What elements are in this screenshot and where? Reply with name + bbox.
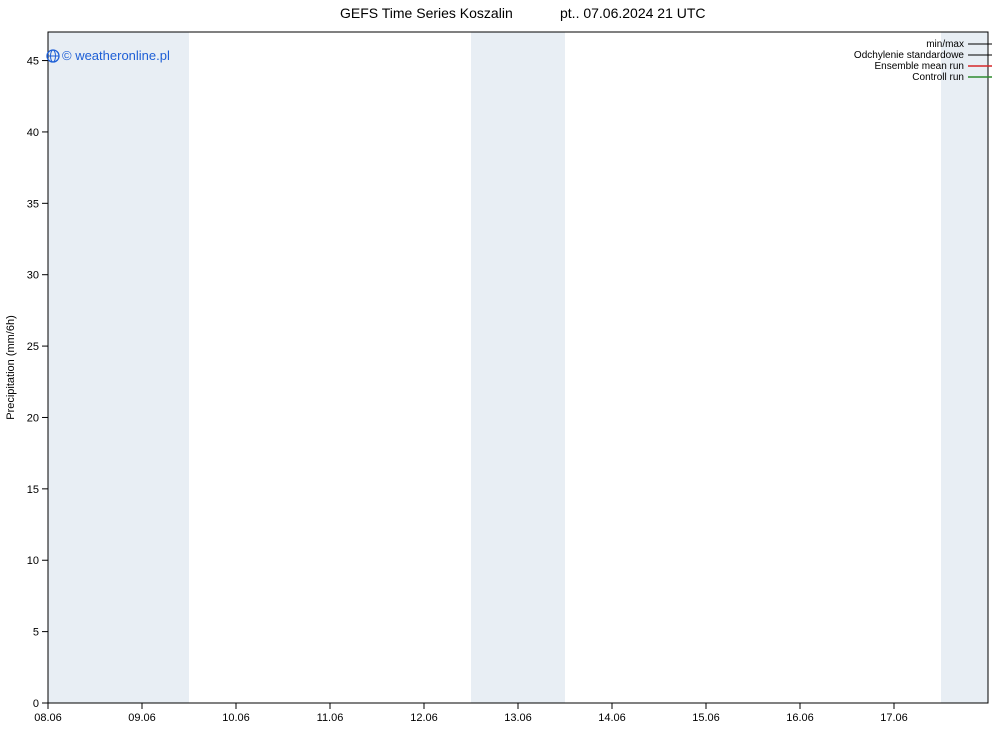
precipitation-chart: 0 5 10 15 20 25 30 35 40 45 08.06 09.06 10.06 11.06 12… bbox=[0, 0, 1000, 733]
watermark-text: © weatheronline.pl bbox=[62, 48, 170, 63]
legend-label: Controll run bbox=[912, 72, 964, 83]
chart-container: 0 5 10 15 20 25 30 35 40 45 08.06 09.06 10.06 11.06 12… bbox=[0, 0, 1000, 733]
x-tick-label: 13.06 bbox=[504, 712, 532, 724]
x-tick-label: 09.06 bbox=[128, 712, 156, 724]
x-tick-label: 16.06 bbox=[786, 712, 814, 724]
chart-title-left: GEFS Time Series Koszalin bbox=[340, 5, 513, 21]
legend-label: min/max bbox=[926, 39, 964, 50]
chart-title-right: pt.. 07.06.2024 21 UTC bbox=[560, 5, 706, 21]
y-tick-label: 25 bbox=[27, 341, 39, 353]
y-tick-label: 35 bbox=[27, 198, 39, 210]
shaded-band bbox=[471, 32, 565, 703]
y-tick-label: 15 bbox=[27, 484, 39, 496]
x-tick-label: 10.06 bbox=[222, 712, 250, 724]
y-tick-label: 45 bbox=[27, 56, 39, 68]
y-tick-label: 10 bbox=[27, 555, 39, 567]
legend-label: Ensemble mean run bbox=[875, 61, 965, 72]
x-tick-label: 08.06 bbox=[34, 712, 62, 724]
x-tick-label: 14.06 bbox=[598, 712, 626, 724]
y-tick-label: 0 bbox=[33, 698, 39, 710]
x-tick-label: 11.06 bbox=[317, 712, 344, 724]
y-tick-label: 20 bbox=[27, 412, 39, 424]
shaded-band bbox=[941, 32, 988, 703]
shaded-band bbox=[48, 32, 189, 703]
x-tick-label: 12.06 bbox=[410, 712, 438, 724]
x-tick-label: 17.06 bbox=[880, 712, 908, 724]
x-tick-label: 15.06 bbox=[692, 712, 720, 724]
legend-label: Odchylenie standardowe bbox=[854, 50, 965, 61]
y-tick-label: 30 bbox=[27, 270, 39, 282]
y-axis-label: Precipitation (mm/6h) bbox=[5, 315, 17, 420]
y-tick-label: 40 bbox=[27, 127, 39, 139]
y-tick-label: 5 bbox=[33, 627, 39, 639]
